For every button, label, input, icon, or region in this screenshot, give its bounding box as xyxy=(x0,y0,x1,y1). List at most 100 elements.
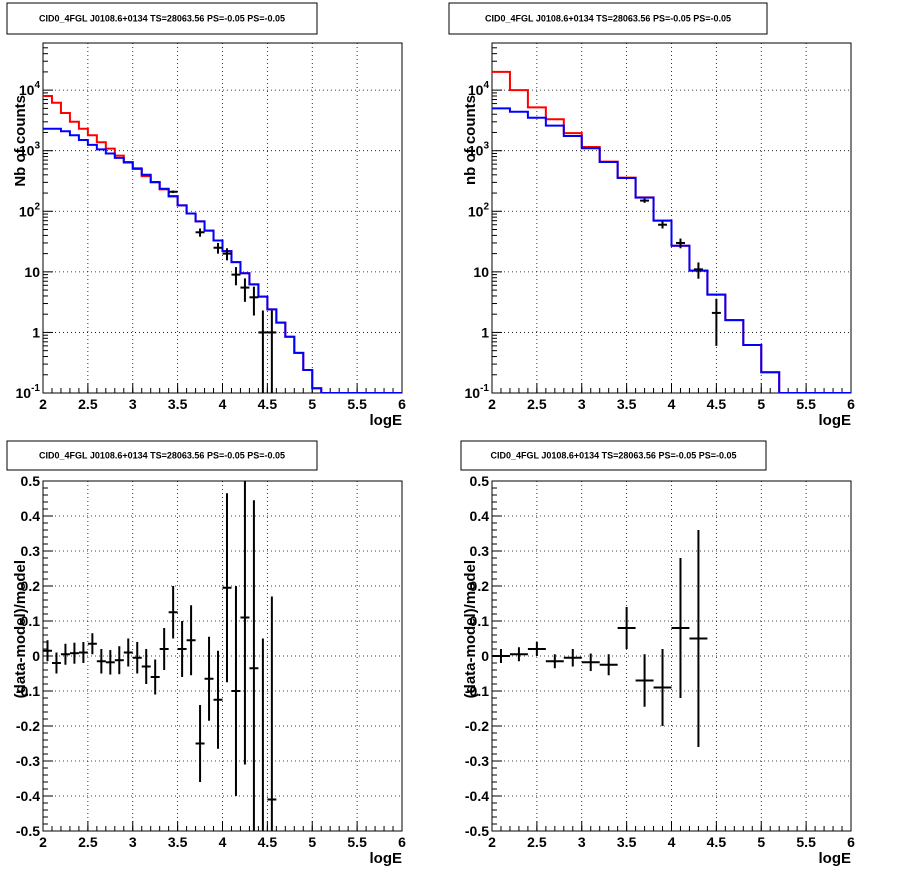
data-point xyxy=(51,652,61,674)
y-tick-label: 0.2 xyxy=(470,578,490,594)
chart-title: CID0_4FGL J0108.6+0134 TS=28063.56 PS=-0… xyxy=(39,451,285,461)
y-tick-label: -0.5 xyxy=(16,823,40,839)
title-box xyxy=(6,2,318,35)
y-tick-label: 104 xyxy=(19,80,41,98)
x-tick-label: 3 xyxy=(578,834,586,850)
x-tick-label: 4 xyxy=(668,834,676,850)
data-point xyxy=(240,481,250,765)
x-axis-label: logE xyxy=(370,850,403,867)
data-point xyxy=(563,649,582,667)
y-tick-label: 0.3 xyxy=(470,543,490,559)
data-point xyxy=(78,642,88,663)
y-tick-label: 0 xyxy=(481,648,489,664)
y-tick-label: -0.2 xyxy=(465,718,489,734)
data-point xyxy=(177,621,187,677)
y-tick-label: 10-1 xyxy=(465,383,490,401)
x-tick-label: 3 xyxy=(129,396,137,412)
x-tick-label: 5.5 xyxy=(347,396,367,412)
y-axis-label: (data-model)/model xyxy=(462,560,479,698)
x-tick-label: 3.5 xyxy=(617,396,637,412)
data-point xyxy=(675,238,685,249)
series-line-2 xyxy=(43,127,402,393)
data-point xyxy=(581,653,600,672)
x-tick-label: 6 xyxy=(847,834,855,850)
y-tick-label: 0.2 xyxy=(21,578,41,594)
y-tick-label: -0.3 xyxy=(465,753,489,769)
data-point xyxy=(213,242,223,254)
data-point xyxy=(150,659,160,695)
data-point xyxy=(267,310,277,393)
x-axis-label: logE xyxy=(370,412,403,429)
data-layer xyxy=(43,95,402,393)
title-box xyxy=(460,440,767,471)
data-point xyxy=(222,493,232,683)
data-point xyxy=(617,607,636,649)
x-tick-label: 3.5 xyxy=(617,834,637,850)
data-point xyxy=(186,605,196,676)
data-point xyxy=(69,642,79,664)
y-tick-label: -0.1 xyxy=(465,683,489,699)
data-point xyxy=(689,530,708,747)
x-tick-label: 2.5 xyxy=(78,834,98,850)
x-tick-label: 4.5 xyxy=(707,396,727,412)
data-point xyxy=(653,649,672,726)
x-tick-label: 5.5 xyxy=(796,834,816,850)
data-point xyxy=(168,190,178,194)
data-point xyxy=(168,586,178,639)
x-tick-label: 6 xyxy=(398,396,406,412)
y-tick-label: 1 xyxy=(481,324,489,340)
y-tick-label: 0.4 xyxy=(21,508,41,524)
x-tick-label: 5 xyxy=(757,834,765,850)
y-tick-label: 1 xyxy=(32,324,40,340)
x-tick-label: 5.5 xyxy=(347,834,367,850)
data-point xyxy=(195,705,205,782)
data-point xyxy=(671,558,690,698)
x-tick-label: 3.5 xyxy=(168,834,188,850)
data-point xyxy=(43,640,52,662)
y-tick-label: 0.4 xyxy=(470,508,490,524)
data-point xyxy=(123,638,133,667)
chart-panel-3: 2 2.5 3 3.5 4 4.5 5 5.5 6 -0.5 -0.4 -0.3 -0.2 -0.1 0 0.… xyxy=(6,440,406,867)
x-tick-label: 4 xyxy=(219,396,227,412)
y-axis-label: (data-model)/model xyxy=(12,560,29,698)
data-point xyxy=(105,650,115,675)
x-tick-label: 4 xyxy=(668,396,676,412)
data-point xyxy=(204,636,214,721)
x-tick-label: 5 xyxy=(757,396,765,412)
data-point xyxy=(635,654,654,707)
data-point xyxy=(87,633,97,655)
y-tick-label: 0 xyxy=(32,648,40,664)
data-point xyxy=(527,642,546,656)
data-point xyxy=(492,649,510,663)
chart-title: CID0_4FGL J0108.6+0134 TS=28063.56 PS=-0… xyxy=(39,14,285,24)
title-box xyxy=(6,440,318,471)
y-tick-label: 0.5 xyxy=(470,473,490,489)
data-point xyxy=(267,596,277,831)
x-tick-label: 2 xyxy=(39,834,47,850)
data-point xyxy=(96,649,106,674)
chart-panel-1: 2 2.5 3 3.5 4 4.5 5 5.5 6 10-1 1 10 102 103 104 logE Nb … xyxy=(6,2,406,429)
data-point xyxy=(114,646,124,675)
y-tick-label: -0.4 xyxy=(465,788,489,804)
x-tick-label: 6 xyxy=(398,834,406,850)
chart-panel-4: 2 2.5 3 3.5 4 4.5 5 5.5 6 -0.5 -0.4 -0.3 -0.2 -0.1 0 0.… xyxy=(460,440,855,867)
x-tick-label: 2 xyxy=(488,834,496,850)
data-point xyxy=(141,649,151,684)
y-tick-label: -0.4 xyxy=(16,788,40,804)
x-tick-label: 2.5 xyxy=(527,834,547,850)
data-point xyxy=(640,198,650,203)
x-axis-label: logE xyxy=(819,850,852,867)
data-point xyxy=(658,221,668,229)
x-tick-label: 6 xyxy=(847,396,855,412)
y-tick-label: 10 xyxy=(24,264,40,280)
x-axis-label: logE xyxy=(819,412,852,429)
data-point xyxy=(258,310,268,393)
chart-title: CID0_4FGL J0108.6+0134 TS=28063.56 PS=-0… xyxy=(485,14,731,24)
data-point xyxy=(711,298,721,346)
y-tick-label: 104 xyxy=(468,80,490,98)
y-tick-label: 102 xyxy=(468,201,490,219)
x-tick-label: 4.5 xyxy=(258,396,278,412)
y-tick-label: 0.1 xyxy=(21,613,41,629)
y-axis-label: Nb of counts xyxy=(12,95,29,187)
